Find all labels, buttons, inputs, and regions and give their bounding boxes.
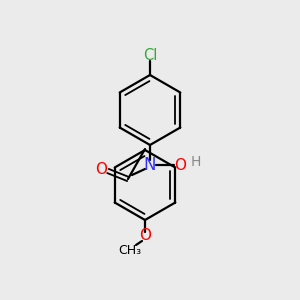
Text: H: H xyxy=(191,155,201,169)
Text: O: O xyxy=(139,229,151,244)
Text: Cl: Cl xyxy=(143,47,157,62)
Text: CH₃: CH₃ xyxy=(118,244,142,257)
Text: O: O xyxy=(174,158,186,172)
Text: N: N xyxy=(144,156,156,174)
Text: O: O xyxy=(95,163,107,178)
